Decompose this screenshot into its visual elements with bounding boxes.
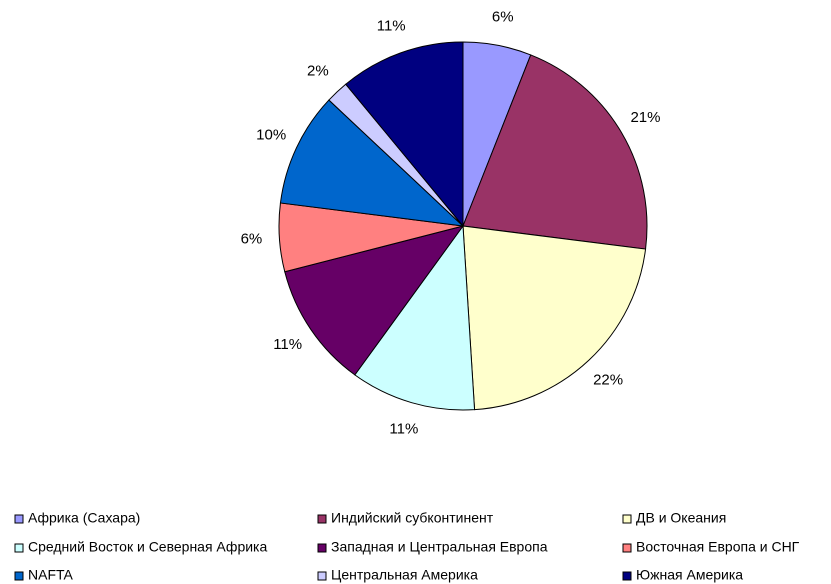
legend-label: Средний Восток и Северная Африка	[28, 539, 267, 555]
pie-slice	[284, 225, 465, 376]
legend-swatch	[622, 514, 632, 524]
data-label: 2%	[307, 62, 329, 79]
data-label: 22%	[593, 372, 623, 389]
pie-slice	[462, 225, 647, 411]
legend-label: Индийский субконтинент	[331, 510, 494, 526]
legend-swatch	[14, 543, 24, 553]
data-label: 11%	[377, 18, 406, 35]
legend-label: Центральная Америка	[331, 567, 478, 583]
legend-label: Западная и Центральная Европа	[331, 539, 548, 555]
legend-swatch	[14, 514, 24, 524]
pie-slice	[462, 54, 648, 250]
legend-label: Восточная Европа и СНГ	[636, 539, 800, 555]
legend-swatch	[622, 571, 632, 581]
legend-swatch	[317, 543, 327, 553]
legend-label: NAFTA	[28, 567, 74, 583]
data-label: 11%	[273, 336, 302, 353]
pie-slice	[279, 99, 465, 227]
data-label: 21%	[630, 109, 660, 126]
legend-swatch	[317, 571, 327, 581]
legend-label: ДВ и Океания	[636, 510, 726, 526]
data-label: 11%	[389, 421, 418, 438]
legend-label: Южная Америка	[636, 567, 743, 583]
legend-label: Африка (Сахара)	[28, 510, 140, 526]
legend-swatch	[622, 543, 632, 553]
pie-slice	[345, 41, 464, 228]
data-label: 6%	[241, 230, 263, 247]
data-label: 6%	[492, 9, 514, 26]
legend-swatch	[14, 571, 24, 581]
pie-slice	[354, 224, 476, 411]
legend-swatch	[317, 514, 327, 524]
data-label: 10%	[256, 127, 286, 144]
